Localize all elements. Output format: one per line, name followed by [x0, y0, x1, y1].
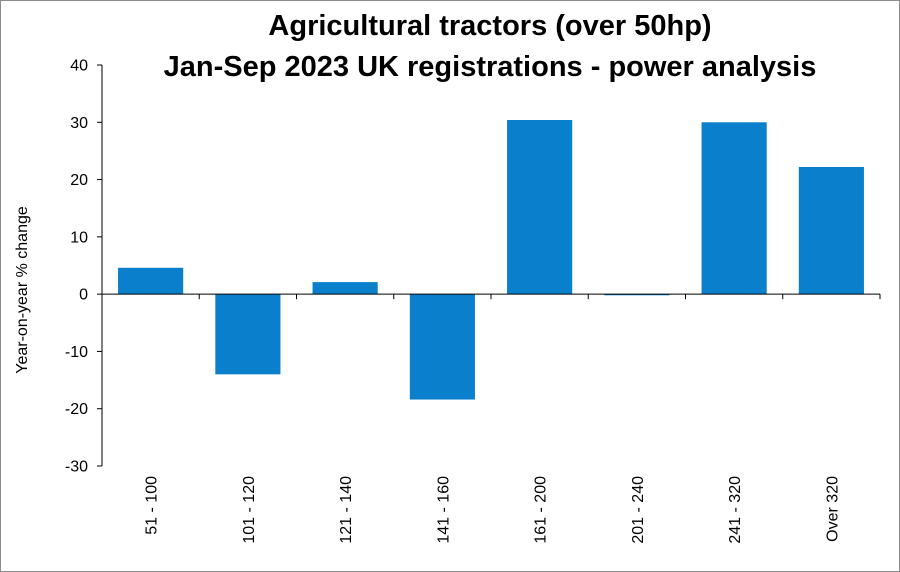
x-tick-label: 101 - 120 — [241, 476, 258, 544]
y-tick-label: 20 — [70, 172, 88, 189]
bar — [118, 267, 184, 295]
y-axis: 40 30 20 10 0 -10 -20 -30 — [65, 58, 103, 476]
x-tick-label: 161 - 200 — [533, 476, 550, 544]
x-axis — [101, 293, 881, 300]
y-tick-label: -30 — [65, 459, 88, 476]
x-tick-label: 241 - 320 — [727, 476, 744, 544]
bar — [409, 294, 475, 400]
bar — [215, 294, 281, 375]
chart-title: Agricultural tractors (over 50hp) Jan-Se… — [100, 6, 880, 88]
y-tick-label: -10 — [65, 344, 88, 361]
y-tick-label: 30 — [70, 115, 88, 132]
y-tick-label: 0 — [79, 287, 88, 304]
x-tick-label: 51 - 100 — [144, 476, 161, 535]
chart-title-line-1: Agricultural tractors (over 50hp) — [268, 10, 712, 42]
y-tick-label: -20 — [65, 401, 88, 418]
bars — [118, 119, 864, 400]
bar — [604, 294, 670, 296]
x-tick-label: 201 - 240 — [630, 476, 647, 544]
bar — [798, 166, 864, 295]
x-axis-labels: 51 - 100 101 - 120 121 - 140 141 - 160 161 -… — [144, 476, 842, 544]
y-tick-label: 10 — [70, 229, 88, 246]
bar — [312, 282, 378, 295]
y-axis-title: Year-on-year % change — [14, 206, 31, 374]
y-tick-label: 40 — [70, 58, 88, 75]
x-tick-label: 141 - 160 — [435, 476, 452, 544]
bar — [507, 119, 573, 295]
x-tick-label: 121 - 140 — [338, 476, 355, 544]
chart-title-line-2: Jan-Sep 2023 UK registrations - power an… — [163, 51, 817, 83]
x-tick-label: Over 320 — [824, 476, 841, 542]
bar — [701, 122, 767, 295]
